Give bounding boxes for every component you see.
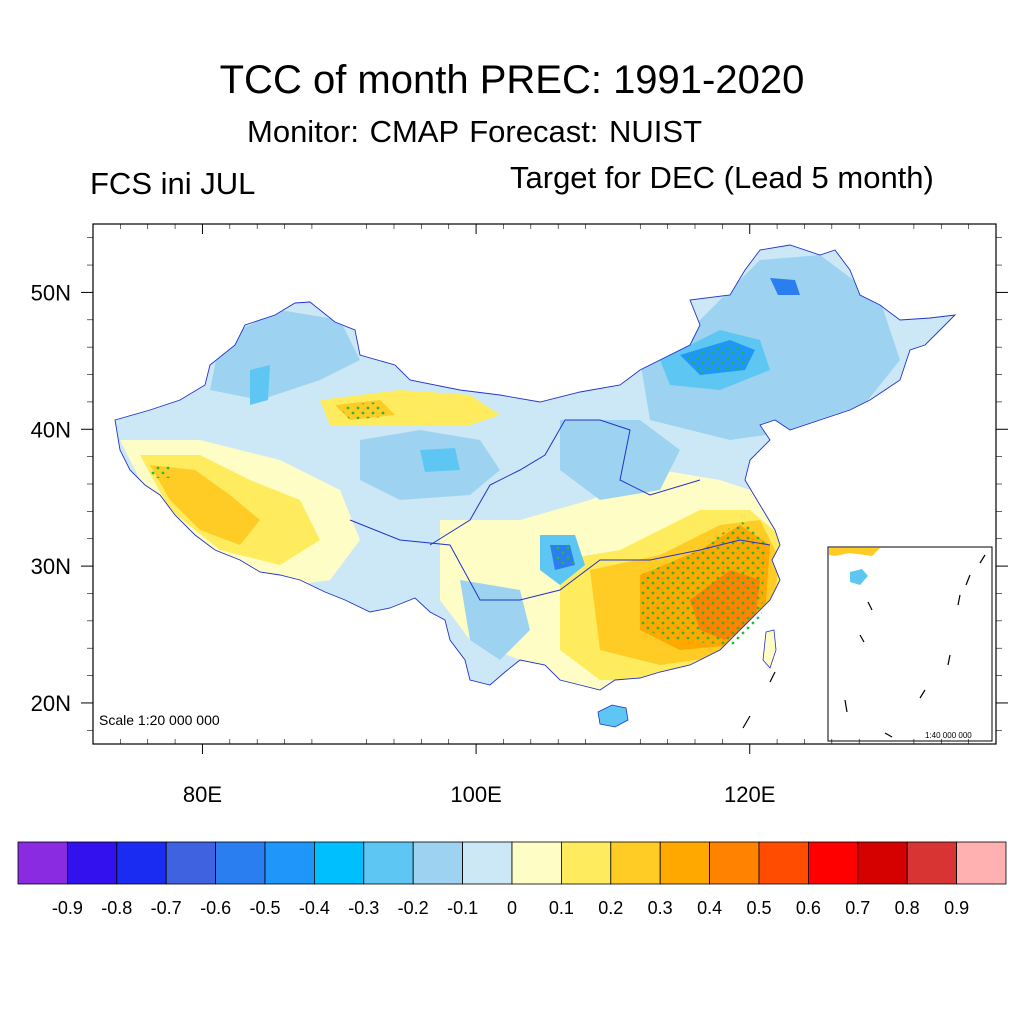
field-central-neg2 — [420, 448, 460, 472]
field-northeast-neg5 — [770, 278, 800, 295]
colorbar-label: 0.6 — [796, 898, 821, 918]
china-outline — [114, 244, 957, 691]
colorbar-label: -0.8 — [101, 898, 132, 918]
field-xinjiang-neg2 — [250, 365, 270, 405]
taiwan-island — [762, 629, 777, 669]
colorbar-swatch — [808, 841, 859, 885]
colorbar-swatch — [462, 841, 513, 885]
colorbar-label: -0.5 — [249, 898, 280, 918]
inset-nine-dash — [844, 554, 986, 738]
colorbar-swatch — [17, 841, 68, 885]
field-xinjiang-neg — [210, 310, 360, 400]
field-west-03 — [150, 465, 260, 545]
yangtze-river — [349, 519, 771, 601]
y-tick-label: 40N — [31, 417, 71, 442]
colorbar-label: 0.2 — [598, 898, 623, 918]
colorbar-swatch — [67, 841, 118, 885]
x-tick-label: 100E — [450, 782, 501, 807]
map-title: TCC of month PREC: 1991-2020 — [219, 58, 805, 102]
colorbar-swatch — [264, 841, 315, 885]
colorbar-swatch — [561, 841, 612, 885]
colorbar-label: 0.1 — [549, 898, 574, 918]
x-tick-label: 120E — [724, 782, 775, 807]
inset-hainan — [850, 569, 868, 585]
stipple-northeast — [685, 342, 752, 373]
colorbar-swatch — [906, 841, 958, 885]
field-northeast-neg — [640, 255, 900, 440]
colorbar-swatch — [857, 841, 908, 885]
x-tick-label: 80E — [183, 782, 222, 807]
colorbar-label: -0.2 — [398, 898, 429, 918]
colorbar-label: -0.7 — [151, 898, 182, 918]
colorbar-swatch — [956, 841, 1007, 885]
y-tick-label: 30N — [31, 554, 71, 579]
colorbar-label: 0 — [507, 898, 517, 918]
colorbar-swatch — [215, 841, 266, 885]
yellow-river — [429, 419, 701, 546]
colorbar-label: -0.4 — [299, 898, 330, 918]
colorbar-label: 0.5 — [746, 898, 771, 918]
field-north-central-neg — [560, 420, 680, 500]
y-tick-label: 50N — [31, 280, 71, 305]
y-tick-label: 20N — [31, 691, 71, 716]
stipple-north — [338, 402, 392, 420]
inset-scale-label: 1:40 000 000 — [925, 731, 972, 740]
right-label: Target for DEC (Lead 5 month) — [510, 160, 934, 195]
colorbar-swatch — [412, 841, 464, 885]
colorbar-label: -0.6 — [200, 898, 231, 918]
colorbar-swatch — [165, 841, 216, 885]
colorbar-label: 0.3 — [648, 898, 673, 918]
colorbar-label: 0.8 — [895, 898, 920, 918]
colorbar-label: -0.3 — [348, 898, 379, 918]
hainan-island — [597, 704, 629, 728]
colorbar-swatch — [659, 841, 711, 885]
colorbar-label: 0.4 — [697, 898, 722, 918]
colorbar-swatch — [116, 841, 167, 885]
south-sea-dash — [742, 671, 776, 729]
colorbar-swatch — [363, 841, 414, 885]
axis-ticks: 80E 100E 120E 20N 30N 40N 50N — [31, 224, 1008, 807]
colorbar-swatch — [709, 841, 760, 885]
colorbar: -0.9 -0.8 -0.7 -0.6 -0.5 -0.4 -0.3 -0.2 -0.1 0 0.1… — [17, 841, 1007, 918]
colorbar-swatch — [758, 841, 809, 885]
left-label: FCS ini JUL — [90, 166, 256, 201]
inset-map: 1:40 000 000 — [827, 546, 993, 742]
inset-frame — [827, 546, 993, 742]
colorbar-label: -0.9 — [52, 898, 83, 918]
inset-coast — [829, 548, 880, 556]
scale-label: Scale 1:20 000 000 — [99, 712, 220, 728]
map-subtitle: Monitor: CMAP Forecast: NUIST — [247, 114, 703, 149]
stipple-west — [150, 465, 172, 478]
colorbar-swatch — [511, 841, 562, 885]
colorbar-label: -0.1 — [447, 898, 478, 918]
stipple-sichuan — [552, 545, 574, 567]
colorbar-label: 0.7 — [845, 898, 870, 918]
stipple-southeast — [640, 520, 765, 645]
colorbar-swatch — [610, 841, 661, 885]
significance-stipple — [150, 342, 765, 645]
colorbar-label: 0.9 — [944, 898, 969, 918]
colorbar-swatch — [313, 841, 365, 885]
